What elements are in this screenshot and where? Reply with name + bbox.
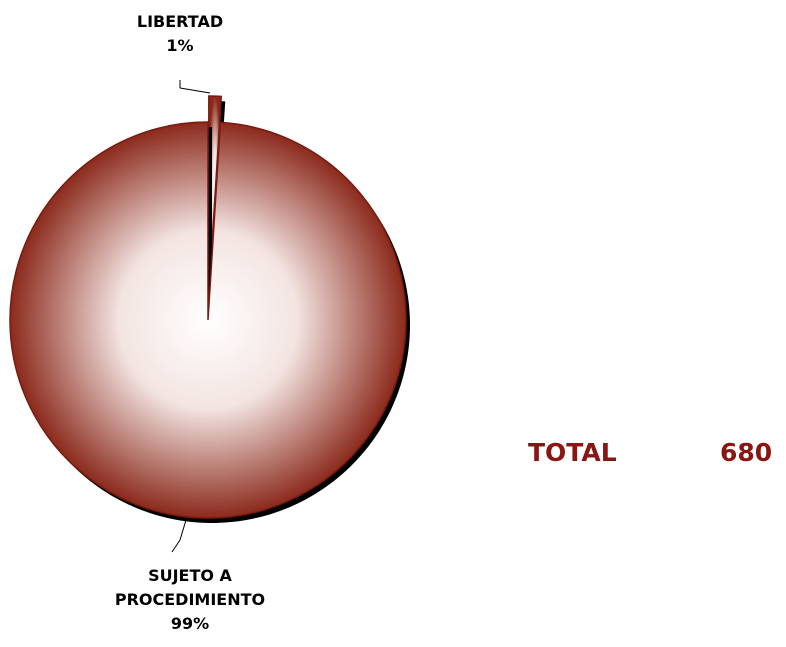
leader-line [171,539,181,553]
leader-line [179,519,187,541]
pie-slice [9,121,407,519]
value-label: 1% [166,36,194,55]
value-label: 99% [170,614,210,633]
slice-label: SUJETO A PROCEDIMIENTO 99% [110,564,270,636]
category-label: SUJETO A PROCEDIMIENTO [114,566,266,609]
category-label: LIBERTAD [136,12,224,31]
slice-label: LIBERTAD 1% [100,10,260,58]
total-value: 680 [720,438,773,467]
leader-line [179,87,211,94]
total-label: TOTAL [528,438,617,467]
